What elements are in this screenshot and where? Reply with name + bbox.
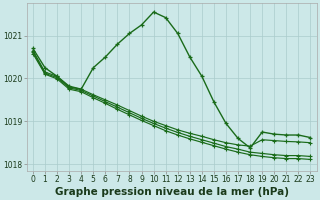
X-axis label: Graphe pression niveau de la mer (hPa): Graphe pression niveau de la mer (hPa) <box>55 187 289 197</box>
